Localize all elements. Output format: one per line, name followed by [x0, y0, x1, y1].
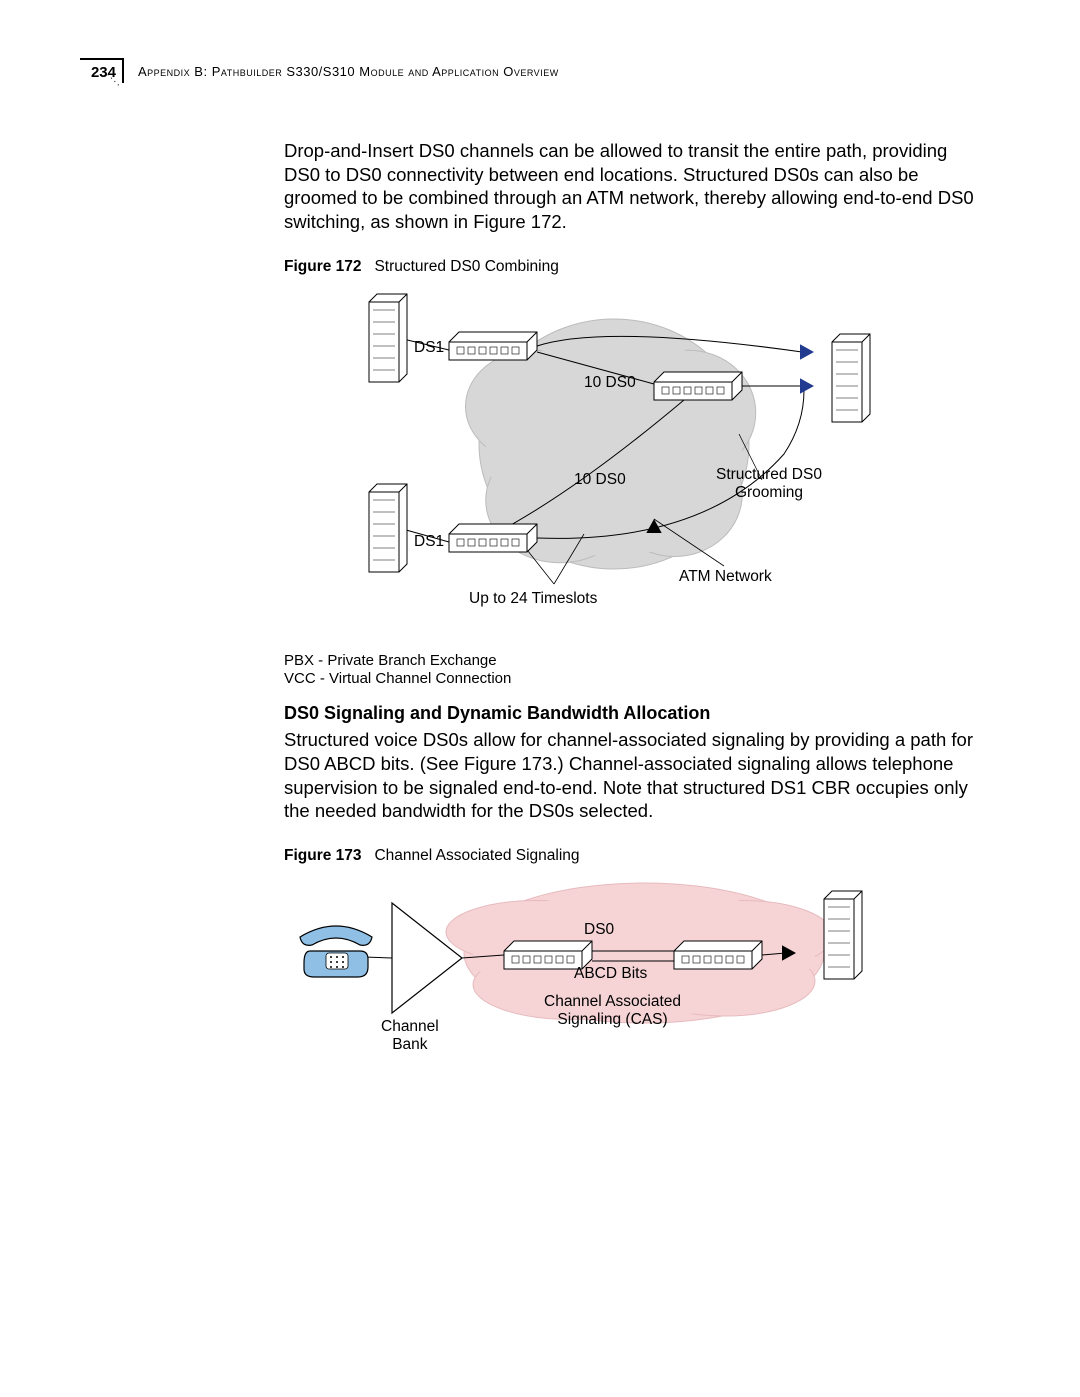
label-ds0: DS0: [584, 921, 614, 939]
figure-172-caption: Figure 172 Structured DS0 Combining: [284, 258, 980, 276]
figure-173-label-bold: Figure 173: [284, 847, 362, 864]
figure-173-label-text: Channel Associated Signaling: [374, 847, 579, 864]
label-cas: Channel AssociatedSignaling (CAS): [544, 993, 681, 1029]
label-channel-bank: ChannelBank: [381, 1018, 439, 1054]
figure-172-legend: PBX - Private Branch Exchange VCC - Virt…: [284, 652, 980, 690]
label-atm: ATM Network: [679, 568, 772, 586]
figure-173: DS0 ABCD Bits Channel AssociatedSignalin…: [284, 873, 980, 1103]
label-abcd: ABCD Bits: [574, 965, 647, 983]
section-heading: DS0 Signaling and Dynamic Bandwidth Allo…: [284, 703, 980, 724]
figure-172-label-text: Structured DS0 Combining: [374, 258, 558, 275]
legend-line-2: VCC - Virtual Channel Connection: [284, 670, 511, 687]
intro-paragraph: Drop-and-Insert DS0 channels can be allo…: [284, 139, 980, 234]
figure-173-svg: [284, 873, 984, 1103]
figure-173-caption: Figure 173 Channel Associated Signaling: [284, 847, 980, 865]
label-structured: Structured DS0Grooming: [716, 466, 822, 502]
label-ds1-top: DS1: [414, 339, 444, 357]
page-number-block: 234 .....: [80, 58, 124, 83]
label-ten-ds0-top: 10 DS0: [584, 374, 636, 392]
label-ds1-bottom: DS1: [414, 533, 444, 551]
label-ten-ds0-bot: 10 DS0: [574, 471, 626, 489]
figure-172-svg: [284, 284, 984, 644]
figure-172: DS1 10 DS0 10 DS0 DS1 Structured DS0Groo…: [284, 284, 980, 644]
legend-line-1: PBX - Private Branch Exchange: [284, 652, 497, 669]
figure-172-label-bold: Figure 172: [284, 258, 362, 275]
label-timeslots: Up to 24 Timeslots: [469, 590, 597, 608]
running-head: Appendix B: Pathbuilder S330/S310 Module…: [124, 58, 559, 79]
section-paragraph: Structured voice DS0s allow for channel-…: [284, 728, 980, 823]
